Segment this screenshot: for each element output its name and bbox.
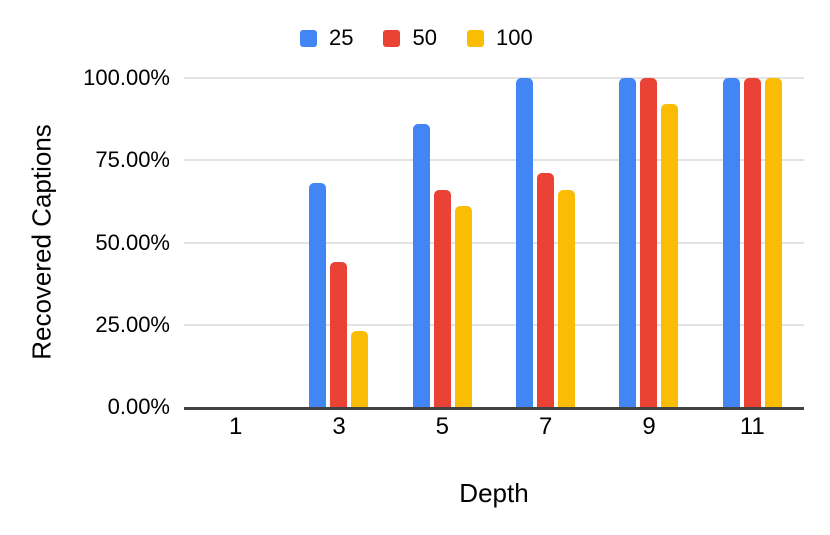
bar-group-depth-1 [184,78,287,407]
x-tick-label: 11 [739,413,765,440]
bar-series100-depth3 [351,331,369,407]
bar-series25-depth11 [722,78,740,407]
legend-item-50: 50 [383,25,437,50]
legend-item-25: 25 [300,27,353,49]
legend-item-100: 100 [466,25,533,50]
bar-series100-depth5 [454,206,472,407]
x-tick-label: 3 [332,413,346,440]
x-tick-label: 1 [228,413,243,440]
gridline [184,77,804,79]
y-tick-label: 100.00% [83,65,170,90]
x-tick-label: 5 [435,413,449,440]
bar-series25-depth3 [309,183,327,407]
y-tick-label: 25.00% [95,311,170,337]
bar-series50-depth3 [330,262,348,407]
gridline [184,159,804,162]
bar-group-depth-7 [494,78,597,407]
legend-swatch-icon [466,29,484,47]
y-tick-label: 0.00% [107,394,170,419]
bar-series25-depth7 [516,78,534,407]
bar-series50-depth7 [537,173,555,407]
gridline [184,323,804,326]
legend-label: 25 [329,25,354,50]
legend-label: 100 [495,25,533,50]
x-axis-title: Depth [459,478,529,508]
legend-swatch-icon [300,29,317,47]
bar-series100-depth7 [558,190,576,407]
gridline [184,241,804,244]
bar-series100-depth9 [661,104,679,407]
bar-series25-depth5 [412,124,430,407]
y-tick-label: 75.00% [95,147,170,173]
x-tick-label: 9 [642,413,656,440]
bar-series50-depth9 [640,78,658,407]
legend-label: 50 [412,25,437,50]
bar-group-depth-11 [701,78,804,407]
bar-series50-depth5 [433,190,451,407]
bar-series50-depth11 [743,78,761,407]
legend-swatch-icon [383,29,401,47]
bar-group-depth-9 [597,78,700,407]
bar-series25-depth9 [619,78,637,407]
plot-area [184,77,804,410]
chart-legend: 25 50 100 [300,27,533,49]
y-tick-label: 50.00% [95,229,170,255]
bar-series100-depth11 [764,78,782,407]
bar-group-depth-3 [287,78,390,407]
bar-group-depth-5 [391,78,494,407]
x-tick-label: 7 [538,413,553,440]
